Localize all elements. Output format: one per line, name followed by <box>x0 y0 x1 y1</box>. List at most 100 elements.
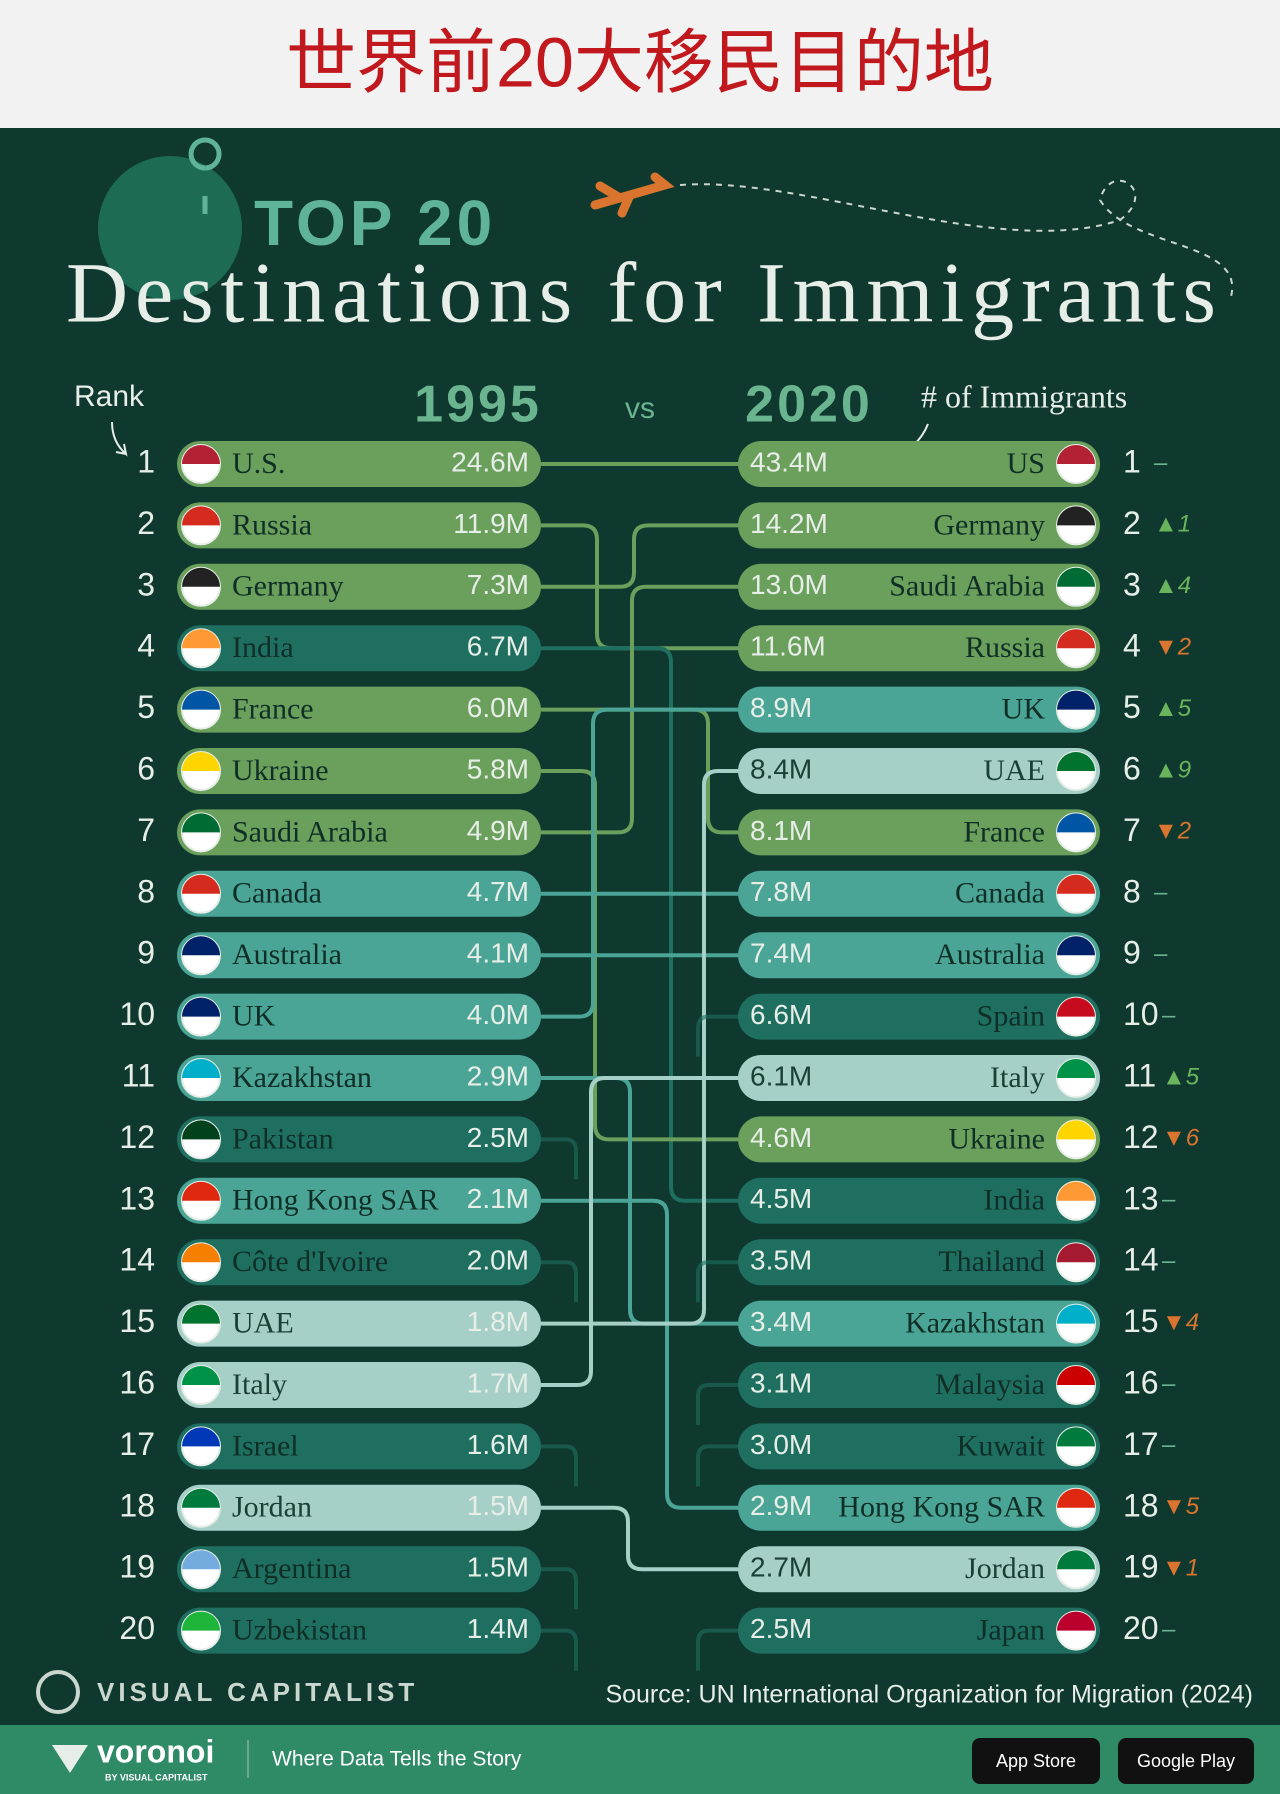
connector-stub <box>541 1444 578 1487</box>
rank: 20 <box>119 1610 155 1646</box>
rank-change: – <box>1153 449 1168 476</box>
flag <box>1057 445 1095 464</box>
country: Kazakhstan <box>232 1061 372 1094</box>
flag <box>182 1550 220 1570</box>
country: Hong Kong SAR <box>232 1184 439 1217</box>
voronoi: voronoi <box>97 1733 214 1769</box>
google-play-text[interactable]: Google Play <box>1137 1751 1235 1771</box>
country: UK <box>232 999 276 1032</box>
row-pill <box>738 625 1100 672</box>
value: 1.6M <box>467 1429 529 1460</box>
connector-stub <box>696 1014 738 1057</box>
country: Côte d'Ivoire <box>232 1245 388 1278</box>
flag <box>1057 690 1095 710</box>
flag <box>1057 1366 1095 1385</box>
value: 4.7M <box>467 876 529 907</box>
row-pill <box>177 1055 541 1101</box>
country: Jordan <box>232 1491 312 1524</box>
row-pill <box>177 1177 541 1224</box>
rank: 17 <box>1123 1426 1159 1462</box>
rank: 2 <box>1123 505 1141 541</box>
value: 2.0M <box>467 1245 529 1276</box>
row-pill <box>177 993 541 1040</box>
rank: 6 <box>137 750 155 786</box>
value: 6.1M <box>750 1060 812 1091</box>
flag <box>1057 506 1095 526</box>
banner-title: 世界前20大移民目的地 <box>286 23 994 101</box>
flag <box>1057 1059 1095 1078</box>
value: 4.6M <box>750 1122 812 1153</box>
rank-change: – <box>1161 1186 1176 1213</box>
country: Malaysia <box>935 1368 1045 1401</box>
row-pill <box>738 748 1100 794</box>
value: 1.5M <box>467 1552 529 1583</box>
flag <box>1057 629 1095 649</box>
brand-logo <box>36 1670 80 1714</box>
rank-change: ▲5 <box>1154 695 1192 722</box>
connector-stub <box>696 1628 738 1671</box>
rank-change: ▲1 <box>1154 511 1191 538</box>
row-pill <box>177 1423 541 1470</box>
row-pill <box>177 1116 541 1163</box>
row-pill <box>738 1362 1100 1408</box>
row-pill <box>738 686 1100 733</box>
year-left: 1995 <box>414 376 542 434</box>
row-pill <box>177 1546 541 1593</box>
value: 2.1M <box>467 1183 529 1214</box>
rank: 15 <box>1123 1303 1159 1339</box>
country: U.S. <box>232 447 285 480</box>
row-pill <box>177 809 541 856</box>
row-pill <box>177 1607 541 1654</box>
row-pill <box>177 441 541 487</box>
banner-bg <box>0 0 1280 128</box>
value: 6.0M <box>467 692 529 723</box>
row-pill <box>738 563 1100 610</box>
voronoi-by: BY VISUAL CAPITALIST <box>105 1772 208 1782</box>
connector-stub <box>541 1260 578 1303</box>
flag <box>1057 997 1095 1017</box>
google-play-badge[interactable] <box>1118 1738 1254 1784</box>
app-store-badge[interactable] <box>972 1738 1100 1784</box>
value: 2.9M <box>750 1490 812 1521</box>
country: India <box>232 631 294 664</box>
globe-icon <box>98 156 242 300</box>
value: 24.6M <box>451 446 529 477</box>
value: 1.7M <box>467 1367 529 1398</box>
value: 1.5M <box>467 1490 529 1521</box>
flag <box>182 445 220 464</box>
rank: 7 <box>1123 812 1141 848</box>
row-pill <box>177 625 541 672</box>
rank-change: – <box>1153 941 1168 968</box>
rank: 17 <box>119 1426 155 1462</box>
row-pill <box>738 1055 1100 1101</box>
app-store-text[interactable]: App Store <box>996 1751 1076 1771</box>
rank-change: – <box>1161 1370 1176 1397</box>
value: 1.8M <box>467 1306 529 1337</box>
country: Canada <box>955 877 1045 910</box>
flag <box>182 752 220 771</box>
country: Kazakhstan <box>905 1306 1045 1339</box>
country: US <box>1007 447 1045 480</box>
country: Italy <box>990 1061 1045 1094</box>
country: India <box>983 1184 1045 1217</box>
row-pill <box>177 1362 541 1408</box>
rank: 11 <box>122 1057 155 1093</box>
count-label: # of Immigrants <box>921 378 1127 414</box>
value: 3.1M <box>750 1367 812 1398</box>
flag <box>182 1427 220 1447</box>
row-pill <box>177 502 541 549</box>
value: 8.9M <box>750 692 812 723</box>
voronoi-logo <box>52 1745 88 1773</box>
row-pill <box>738 441 1100 487</box>
value: 11.9M <box>453 508 529 539</box>
country: Canada <box>232 877 322 910</box>
rank: 11 <box>1123 1057 1156 1093</box>
row-pill <box>738 1177 1100 1224</box>
rank: 5 <box>137 689 155 725</box>
rank: 10 <box>1123 996 1159 1032</box>
row-pill <box>738 1607 1100 1654</box>
rank: 15 <box>119 1303 155 1339</box>
rank-change: – <box>1161 1248 1176 1275</box>
flight-path <box>679 179 1234 301</box>
